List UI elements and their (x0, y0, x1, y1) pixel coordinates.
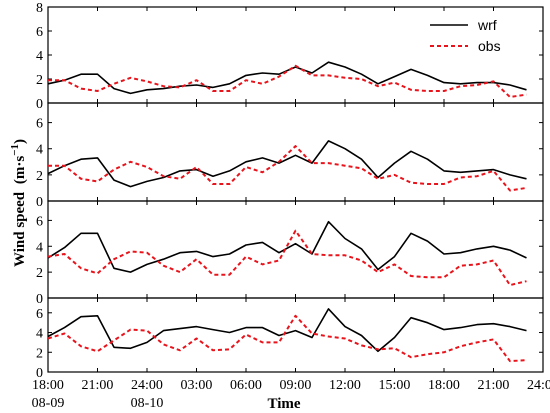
x-tick-sublabel: 08-09 (32, 396, 65, 411)
y-tick-label: 6 (36, 214, 43, 229)
panel-1: 0 2 4 6 8 (36, 1, 544, 112)
series-wrf-line (47, 140, 527, 188)
y-axis-label-close: ) (12, 139, 28, 144)
y-tick-label: 4 (36, 240, 43, 255)
panel-4: 0 2 4 6 (36, 297, 544, 381)
series-wrf-line (47, 220, 527, 273)
x-tick-label: 21:00 (82, 378, 114, 393)
y-axis-label-unit: (m·s (12, 156, 28, 184)
x-tick-label: 21:00 (478, 378, 510, 393)
x-tick-label: 15:00 (379, 378, 411, 393)
x-tick-label: 09:00 (280, 378, 312, 393)
x-tick-label: 18:00 (32, 378, 64, 393)
y-tick-label: 4 (36, 327, 43, 342)
y-tick-label: 8 (36, 1, 43, 16)
series-obs-line (47, 314, 527, 363)
y-tick-label: 0 (36, 195, 43, 210)
series-wrf-line (47, 61, 527, 95)
x-tick-sublabel: 08-10 (131, 396, 164, 411)
series-wrf-line (47, 308, 527, 353)
x-axis-label: Time (267, 396, 300, 412)
panel-1-frame (47, 6, 544, 104)
x-tick-label: 06:00 (230, 378, 262, 393)
legend-wrf-label: wrf (477, 17, 497, 33)
y-tick-label: 2 (36, 73, 43, 88)
y-tick-label: 0 (36, 97, 43, 112)
x-tick-label: 03:00 (181, 378, 213, 393)
panel-3-frame (47, 200, 544, 299)
y-tick-label: 2 (36, 169, 43, 184)
x-tick-label: 24:00 (131, 378, 163, 393)
y-tick-label: 6 (36, 307, 43, 322)
series-obs-line (48, 145, 527, 192)
y-tick-label: 4 (36, 143, 43, 158)
x-tick-label: 12:00 (329, 378, 361, 393)
legend-obs-label: obs (478, 38, 501, 54)
panel-2-frame (47, 102, 544, 202)
panel-3: 0 2 4 6 (36, 200, 544, 307)
y-tick-label: 6 (36, 117, 43, 132)
y-tick-label: 0 (36, 292, 43, 307)
y-axis-label-main: Wind speed (12, 191, 28, 267)
series-obs-line (47, 229, 527, 287)
x-axis-ticks: 18:00 08-09 21:00 24:00 08-10 03:00 06:00 09:00… (32, 378, 550, 411)
y-axis-label-exponent: −1 (9, 144, 21, 156)
x-tick-label: 24:00 (527, 378, 550, 393)
y-axis-label: Wind speed (m·s−1) (9, 139, 28, 267)
x-tick-label: 18:00 (428, 378, 460, 393)
legend: wrf obs (430, 17, 501, 54)
y-tick-label: 2 (36, 346, 43, 361)
y-tick-label: 0 (36, 366, 43, 381)
panel-2: 0 2 4 6 (36, 102, 544, 210)
y-tick-label: 4 (36, 49, 43, 64)
series-obs-line (48, 64, 527, 98)
y-tick-label: 2 (36, 266, 43, 281)
y-tick-label: 6 (36, 25, 43, 40)
